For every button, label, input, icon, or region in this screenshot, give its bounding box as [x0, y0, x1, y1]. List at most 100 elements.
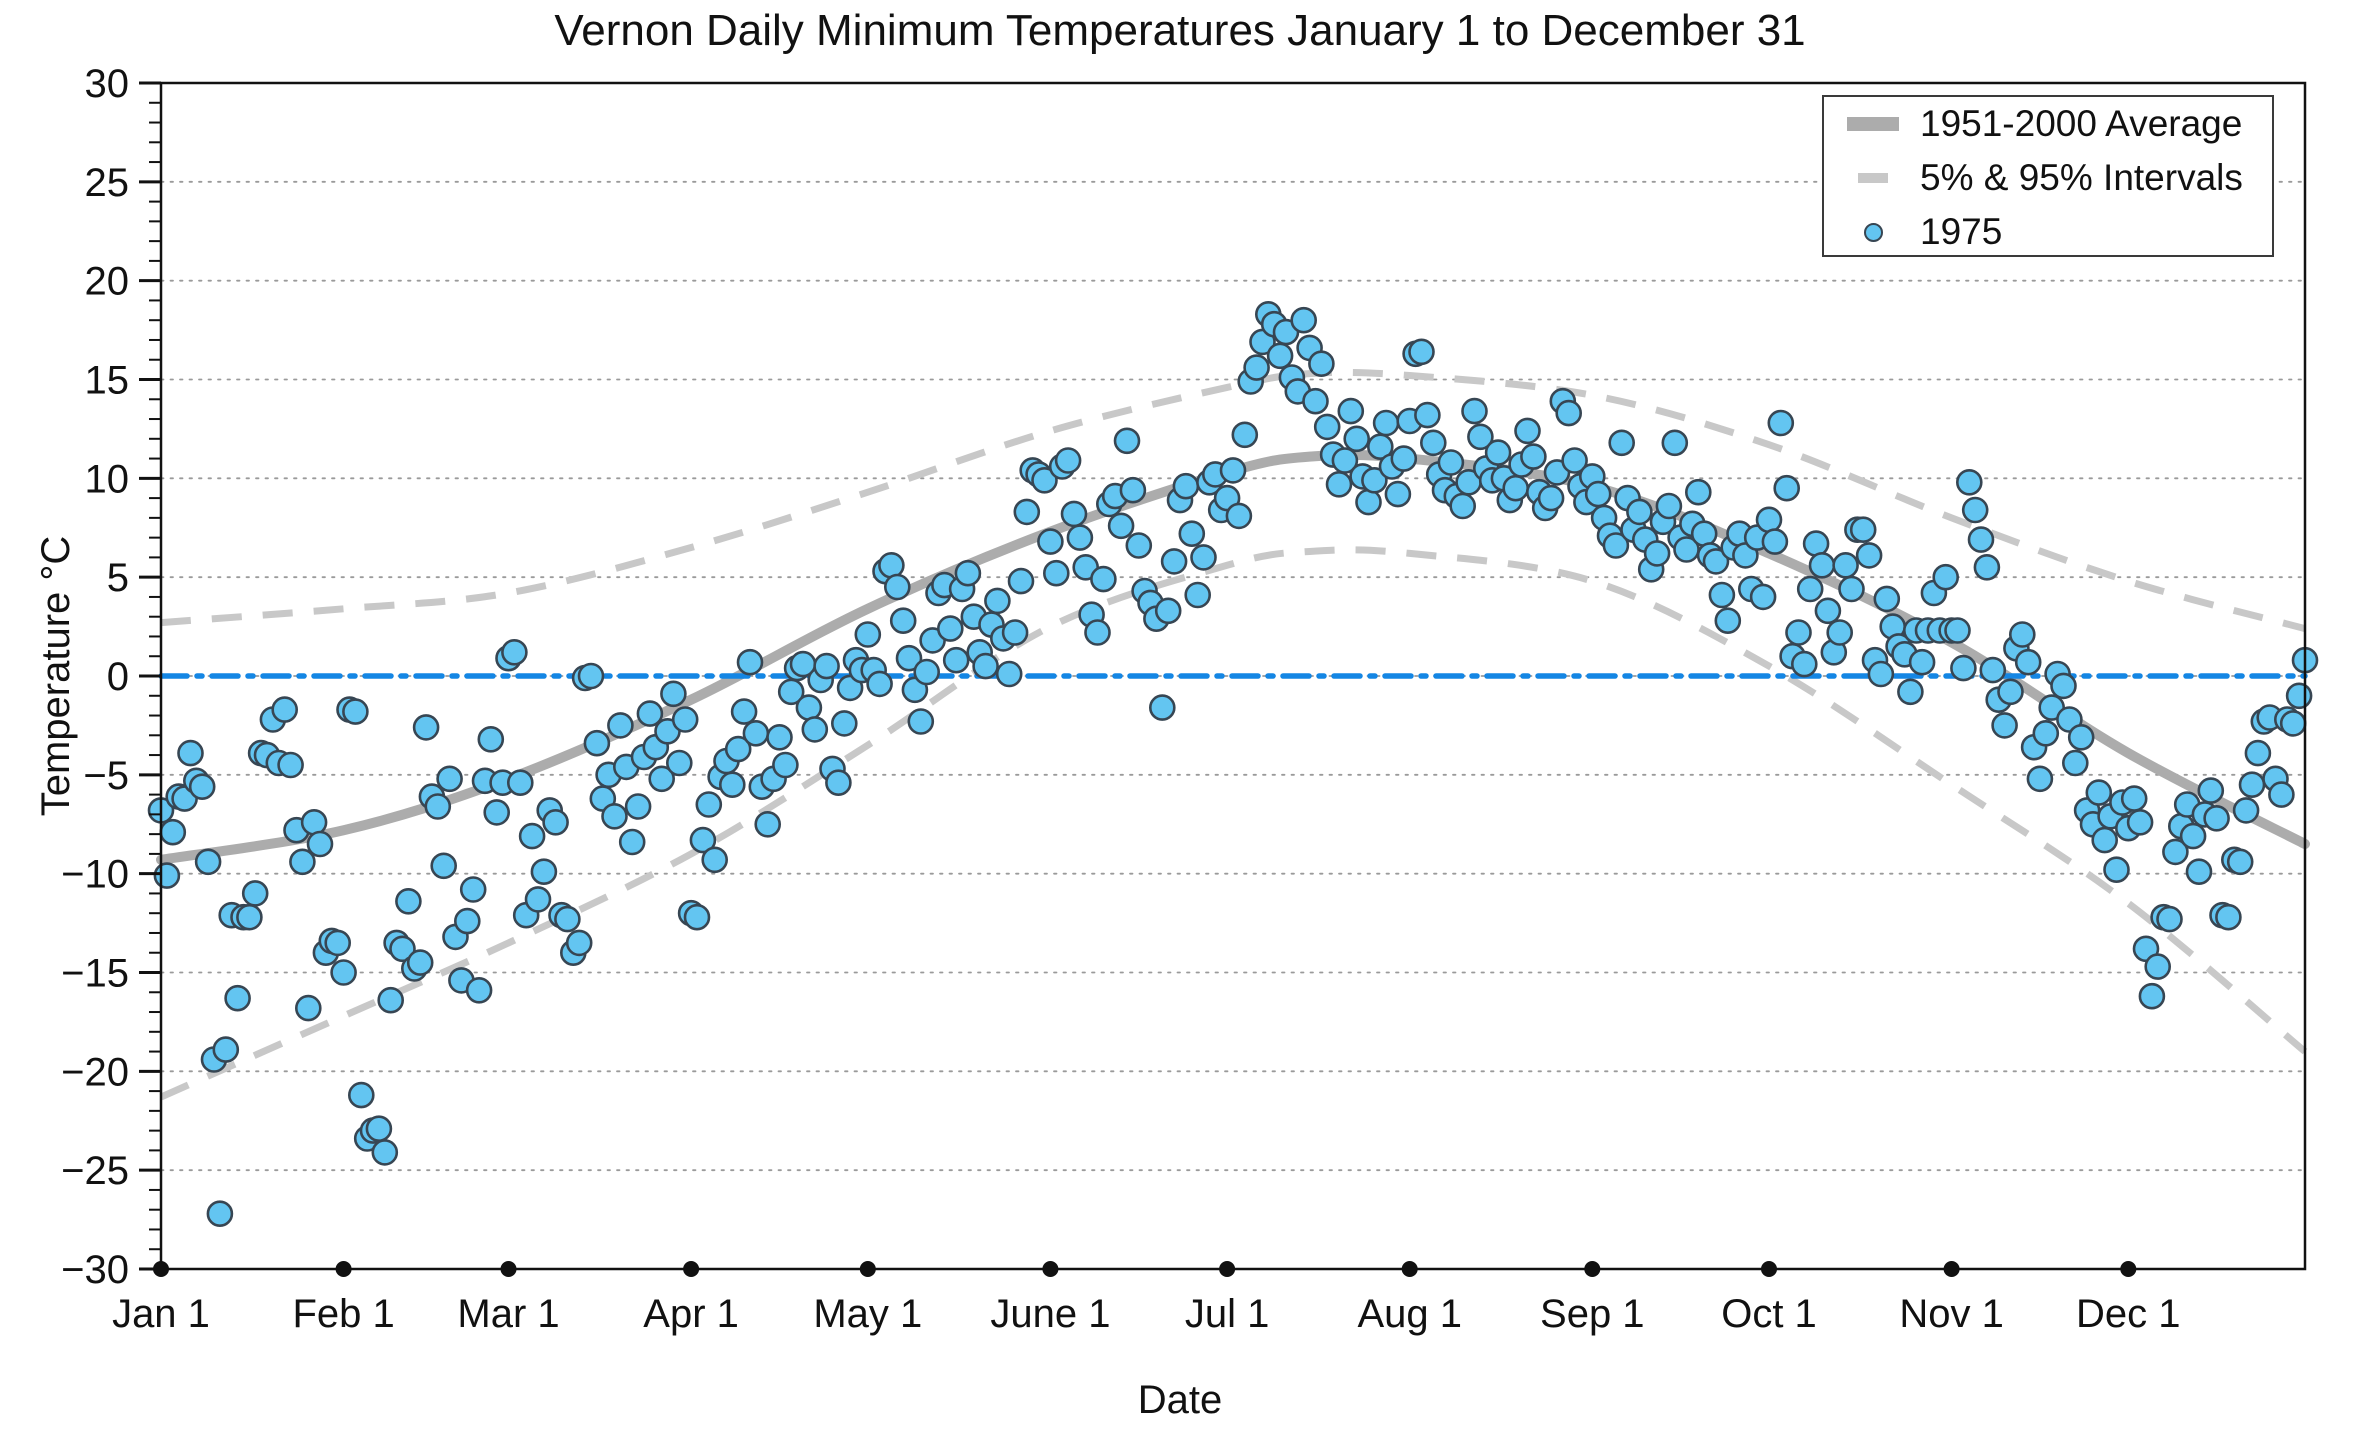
scatter-point: [1685, 478, 1712, 506]
scatter-point: [1178, 520, 1206, 548]
scatter-point: [501, 638, 528, 666]
scatter-point: [1084, 619, 1111, 646]
x-tick-label: Jan 1: [112, 1292, 210, 1336]
scatter-point: [1372, 409, 1400, 437]
scatter-point: [1484, 439, 1512, 466]
month-tick-dot: [1219, 1261, 1236, 1277]
y-tick-label: −5: [83, 754, 129, 798]
scatter-point: [1867, 660, 1895, 688]
scatter-point: [1643, 540, 1671, 567]
scatter-point: [2226, 848, 2254, 876]
scatter-point: [395, 887, 422, 915]
scatter-point: [907, 708, 935, 735]
scatter-point: [1755, 506, 1783, 534]
scatter-point: [1826, 619, 1853, 646]
scatter-point: [1661, 429, 1689, 457]
scatter-point: [2238, 771, 2266, 799]
scatter-point: [294, 994, 322, 1022]
scatter-point: [1997, 678, 2024, 706]
x-tick-label: Sep 1: [1540, 1292, 1645, 1336]
scatter-point: [936, 615, 964, 642]
scatter-point: [1119, 476, 1147, 504]
scatter-point: [212, 1036, 240, 1063]
scatter-point: [1973, 553, 2001, 581]
scatter-point: [1791, 650, 1818, 678]
scatter-point: [601, 802, 628, 830]
scatter-point: [1873, 585, 1901, 613]
scatter-point: [371, 1139, 399, 1166]
scatter-point: [406, 949, 434, 976]
scatter-point: [1956, 468, 1983, 496]
scatter-point: [1832, 551, 1859, 579]
scatter-point: [1520, 443, 1547, 470]
scatter-point: [1461, 397, 1488, 425]
scatter-point: [1007, 567, 1035, 595]
scatter-point: [1838, 575, 1865, 603]
scatter-point: [506, 769, 534, 797]
scatter-point: [766, 723, 793, 751]
scatter-point: [2062, 749, 2089, 777]
scatter-point: [412, 714, 440, 741]
scatter-point: [813, 652, 840, 680]
scatter-point: [2103, 856, 2130, 884]
scatter-point: [795, 694, 823, 721]
scatter-point: [1343, 425, 1370, 453]
scatter-point: [236, 903, 263, 931]
scatter-point: [883, 573, 911, 601]
scatter-point: [1514, 417, 1541, 445]
scatter-point: [636, 700, 664, 727]
scatter-point: [2279, 710, 2307, 737]
scatter-point: [878, 551, 905, 579]
x-tick-label: Nov 1: [1899, 1292, 2004, 1336]
scatter-point: [1802, 530, 1830, 557]
y-tick-label: 20: [85, 260, 130, 304]
legend: 1951-2000 Average 5% & 95% Intervals 197…: [1822, 95, 2274, 257]
scatter-point: [1979, 656, 2007, 684]
scatter-point: [2285, 682, 2313, 710]
scatter-point: [1325, 470, 1353, 498]
y-tick-label: 15: [85, 359, 130, 403]
scatter-point: [1537, 484, 1565, 512]
scatter-point: [954, 559, 982, 587]
scatter-point: [342, 698, 369, 725]
scatter-point: [2067, 723, 2095, 751]
y-tick-label: 25: [85, 161, 130, 205]
scatter-point: [554, 905, 581, 933]
scatter-point: [2232, 797, 2260, 824]
scatter-point: [1808, 551, 1836, 579]
scatter-point: [1908, 648, 1936, 676]
y-tick-label: 5: [107, 556, 129, 600]
month-tick-dot: [1042, 1261, 1059, 1277]
scatter-point: [277, 751, 304, 779]
scatter-point: [724, 735, 752, 763]
month-tick-dot: [335, 1261, 352, 1277]
scatter-point: [736, 648, 764, 676]
scatter-point: [483, 799, 511, 826]
scatter-point: [1043, 559, 1070, 587]
scatter-point: [913, 658, 941, 686]
scatter-point: [436, 765, 463, 793]
scatter-point: [2091, 826, 2118, 854]
scatter-point: [866, 670, 893, 698]
scatter-point: [1961, 496, 1989, 524]
scatter-point: [1355, 488, 1382, 516]
scatter-point: [2144, 953, 2171, 980]
scatter-point: [618, 828, 646, 856]
scatter-point: [1991, 712, 2018, 739]
x-tick-label: Oct 1: [1721, 1292, 1817, 1336]
scatter-point: [1849, 516, 1877, 544]
scatter-point: [583, 729, 611, 757]
scatter-point: [2026, 765, 2054, 793]
scatter-point: [1172, 472, 1200, 500]
scatter-point: [2162, 838, 2189, 866]
scatter-point: [830, 710, 858, 737]
scatter-point: [2215, 903, 2242, 931]
scatter-point: [1231, 421, 1259, 449]
scatter-point: [660, 680, 687, 708]
y-tick-label: 0: [107, 655, 129, 699]
scatter-point: [194, 848, 222, 876]
x-tick-label: Mar 1: [457, 1292, 559, 1336]
scatter-point: [2197, 777, 2225, 804]
scatter-point: [1090, 565, 1117, 593]
scatter-point: [942, 646, 970, 674]
